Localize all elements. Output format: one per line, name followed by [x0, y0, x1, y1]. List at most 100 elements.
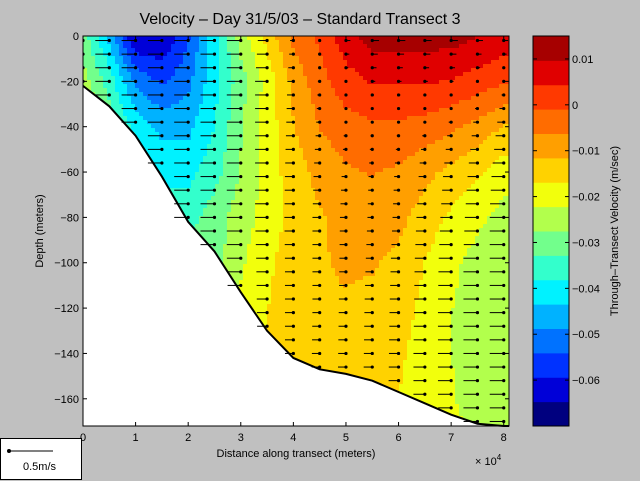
velocity-cell [147, 44, 152, 49]
velocity-cell [199, 84, 204, 89]
velocity-cell [235, 236, 240, 241]
velocity-cell [219, 148, 224, 153]
velocity-cell [171, 168, 176, 173]
velocity-cell [279, 116, 284, 121]
velocity-cell [243, 248, 248, 253]
velocity-cell [103, 48, 108, 53]
velocity-cell [203, 60, 208, 65]
velocity-cell [271, 148, 276, 153]
velocity-cell [251, 132, 256, 137]
velocity-cell [283, 304, 288, 309]
velocity-cell [231, 128, 236, 133]
velocity-cell [235, 104, 240, 109]
velocity-cell [279, 140, 284, 145]
velocity-cell [243, 160, 248, 165]
velocity-cell [183, 60, 188, 65]
velocity-cell [275, 280, 280, 285]
velocity-cell [251, 276, 256, 281]
velocity-cell [87, 40, 92, 45]
velocity-cell [191, 184, 196, 189]
velocity-cell [87, 64, 92, 69]
velocity-cell [211, 60, 216, 65]
velocity-cell [191, 212, 196, 217]
velocity-cell [139, 88, 144, 93]
velocity-cell [191, 104, 196, 109]
velocity-cell [163, 168, 168, 173]
velocity-cell [231, 172, 236, 177]
velocity-cell [259, 84, 264, 89]
velocity-cell [271, 116, 276, 121]
velocity-cell [251, 252, 256, 257]
velocity-cell [179, 60, 184, 65]
velocity-cell [275, 180, 280, 185]
velocity-cell [111, 36, 116, 41]
velocity-cell [195, 36, 200, 41]
velocity-cell [283, 300, 288, 305]
velocity-cell [251, 272, 256, 277]
velocity-cell [259, 248, 264, 253]
velocity-cell [263, 168, 268, 173]
velocity-cell [207, 232, 212, 237]
velocity-cell [195, 156, 200, 161]
velocity-cell [227, 100, 232, 105]
velocity-cell [235, 96, 240, 101]
velocity-cell [203, 156, 208, 161]
velocity-cell [239, 56, 244, 61]
velocity-cell [163, 148, 168, 153]
velocity-cell [183, 76, 188, 81]
velocity-cell [175, 116, 180, 121]
velocity-cell [259, 144, 264, 149]
velocity-cell [199, 100, 204, 105]
velocity-cell [179, 192, 184, 197]
velocity-cell [255, 264, 260, 269]
velocity-cell [99, 44, 104, 49]
velocity-cell [255, 224, 260, 229]
velocity-cell [247, 36, 252, 41]
velocity-cell [279, 216, 284, 221]
velocity-cell [231, 136, 236, 141]
velocity-cell [255, 140, 260, 145]
velocity-cell [215, 192, 220, 197]
velocity-cell [207, 44, 212, 49]
velocity-cell [207, 112, 212, 117]
velocity-cell [211, 124, 216, 129]
velocity-cell [231, 184, 236, 189]
velocity-cell [151, 96, 156, 101]
velocity-cell [195, 76, 200, 81]
velocity-cell [167, 144, 172, 149]
velocity-cell [283, 104, 288, 109]
velocity-cell [179, 184, 184, 189]
velocity-cell [283, 88, 288, 93]
velocity-cell [259, 184, 264, 189]
velocity-cell [195, 100, 200, 105]
velocity-cell [199, 152, 204, 157]
velocity-cell [259, 204, 264, 209]
velocity-cell [267, 168, 272, 173]
velocity-cell [231, 44, 236, 49]
velocity-cell [283, 280, 288, 285]
velocity-cell [111, 40, 116, 45]
velocity-cell [127, 88, 132, 93]
velocity-cell [155, 140, 160, 145]
velocity-cell [247, 296, 252, 301]
velocity-cell [231, 248, 236, 253]
velocity-cell [179, 160, 184, 165]
velocity-cell [259, 76, 264, 81]
velocity-cell [255, 252, 260, 257]
velocity-cell [191, 60, 196, 65]
velocity-cell [219, 136, 224, 141]
velocity-cell [255, 208, 260, 213]
velocity-cell [259, 140, 264, 145]
velocity-cell [227, 156, 232, 161]
velocity-cell [183, 184, 188, 189]
velocity-cell [167, 164, 172, 169]
velocity-cell [191, 152, 196, 157]
velocity-cell [259, 104, 264, 109]
velocity-cell [243, 208, 248, 213]
velocity-cell [163, 80, 168, 85]
velocity-cell [231, 72, 236, 77]
velocity-cell [119, 112, 124, 117]
velocity-cell [187, 56, 192, 61]
velocity-cell [223, 88, 228, 93]
velocity-cell [279, 92, 284, 97]
